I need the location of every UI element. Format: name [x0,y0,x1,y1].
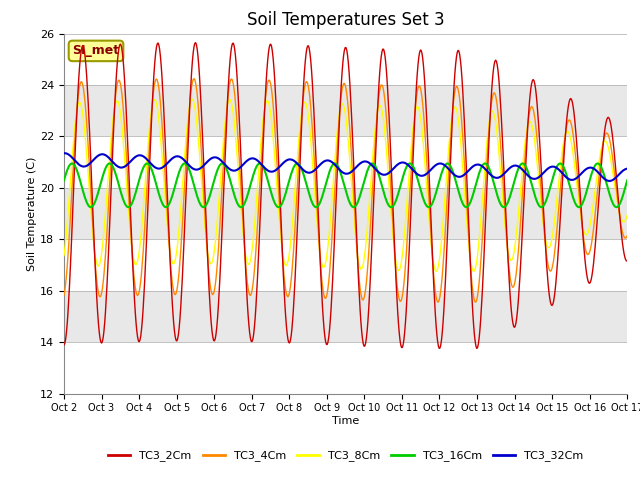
Bar [64,291,627,342]
Y-axis label: Soil Temperature (C): Soil Temperature (C) [28,156,37,271]
Bar [64,342,627,394]
Legend: TC3_2Cm, TC3_4Cm, TC3_8Cm, TC3_16Cm, TC3_32Cm: TC3_2Cm, TC3_4Cm, TC3_8Cm, TC3_16Cm, TC3… [104,446,588,466]
X-axis label: Time: Time [332,416,359,426]
Bar [64,188,627,240]
Text: SI_met: SI_met [72,44,120,58]
Bar [64,136,627,188]
Bar [64,240,627,291]
Bar [64,85,627,136]
Bar [64,34,627,85]
Title: Soil Temperatures Set 3: Soil Temperatures Set 3 [247,11,444,29]
